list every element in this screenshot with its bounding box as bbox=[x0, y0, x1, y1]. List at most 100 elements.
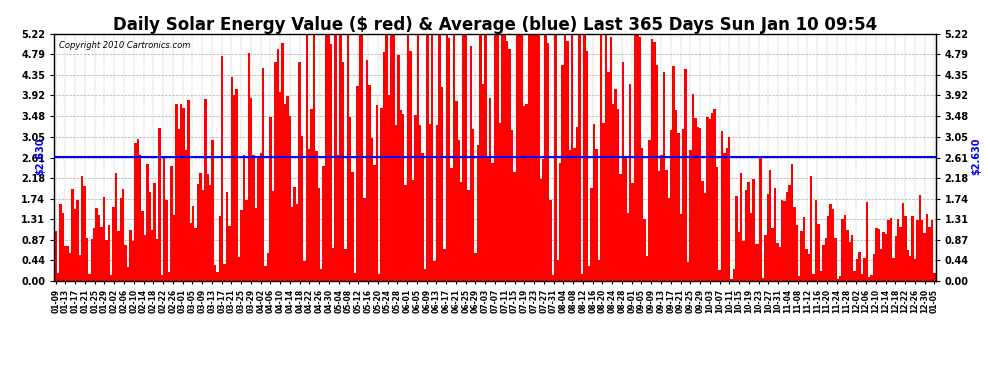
Bar bbox=[747, 182, 749, 281]
Bar bbox=[588, 266, 590, 281]
Bar bbox=[533, 34, 535, 281]
Bar bbox=[561, 65, 563, 281]
Bar bbox=[320, 269, 323, 281]
Bar bbox=[632, 183, 634, 281]
Bar bbox=[822, 245, 825, 281]
Bar bbox=[506, 41, 508, 281]
Bar bbox=[916, 220, 919, 281]
Bar bbox=[81, 176, 83, 281]
Bar bbox=[848, 242, 851, 281]
Bar bbox=[776, 243, 779, 281]
Bar bbox=[655, 65, 658, 281]
Bar bbox=[757, 244, 759, 281]
Bar bbox=[882, 232, 885, 281]
Bar bbox=[370, 138, 373, 281]
Bar bbox=[226, 192, 229, 281]
Bar bbox=[576, 127, 578, 281]
Bar bbox=[740, 173, 742, 281]
Bar bbox=[66, 246, 69, 281]
Bar bbox=[535, 34, 538, 281]
Bar bbox=[353, 273, 356, 281]
Bar bbox=[624, 158, 627, 281]
Bar bbox=[342, 62, 345, 281]
Bar bbox=[325, 34, 328, 281]
Bar bbox=[147, 164, 148, 281]
Bar bbox=[603, 123, 605, 281]
Bar bbox=[264, 266, 267, 281]
Bar bbox=[546, 43, 549, 281]
Bar bbox=[887, 220, 890, 281]
Bar bbox=[100, 227, 103, 281]
Bar bbox=[214, 266, 216, 281]
Bar bbox=[885, 234, 887, 281]
Bar bbox=[595, 149, 598, 281]
Bar bbox=[383, 53, 385, 281]
Bar bbox=[875, 228, 877, 281]
Bar bbox=[501, 34, 504, 281]
Bar bbox=[447, 38, 450, 281]
Bar bbox=[929, 227, 931, 281]
Bar bbox=[412, 180, 414, 281]
Bar bbox=[172, 214, 175, 281]
Bar bbox=[368, 85, 370, 281]
Bar bbox=[238, 256, 241, 281]
Bar bbox=[832, 209, 835, 281]
Bar bbox=[571, 34, 573, 281]
Bar bbox=[692, 94, 694, 281]
Bar bbox=[315, 152, 318, 281]
Bar bbox=[660, 155, 662, 281]
Bar bbox=[665, 170, 667, 281]
Bar bbox=[904, 216, 907, 281]
Bar bbox=[380, 108, 383, 281]
Bar bbox=[296, 204, 298, 281]
Bar bbox=[378, 274, 380, 281]
Bar bbox=[825, 238, 827, 281]
Bar bbox=[332, 248, 335, 281]
Bar bbox=[243, 154, 246, 281]
Bar bbox=[153, 183, 155, 281]
Text: $2.630: $2.630 bbox=[971, 138, 981, 175]
Bar bbox=[650, 39, 653, 281]
Bar bbox=[262, 68, 264, 281]
Bar bbox=[843, 215, 846, 281]
Bar bbox=[482, 84, 484, 281]
Bar bbox=[499, 123, 501, 281]
Bar bbox=[246, 201, 248, 281]
Bar bbox=[115, 173, 117, 281]
Bar bbox=[895, 236, 897, 281]
Bar bbox=[185, 150, 187, 281]
Bar bbox=[356, 86, 358, 281]
Bar bbox=[744, 190, 747, 281]
Bar bbox=[549, 200, 551, 281]
Bar bbox=[856, 259, 858, 281]
Bar bbox=[810, 176, 813, 281]
Bar bbox=[556, 260, 559, 281]
Bar bbox=[71, 189, 74, 281]
Bar bbox=[868, 277, 870, 281]
Bar bbox=[330, 44, 332, 281]
Bar bbox=[436, 125, 439, 281]
Bar bbox=[723, 153, 726, 281]
Bar bbox=[513, 172, 516, 281]
Bar bbox=[86, 238, 88, 281]
Bar bbox=[402, 114, 405, 281]
Bar bbox=[271, 191, 274, 281]
Bar bbox=[74, 209, 76, 281]
Bar bbox=[658, 171, 660, 281]
Bar bbox=[504, 34, 506, 281]
Bar bbox=[786, 192, 788, 281]
Bar bbox=[583, 34, 585, 281]
Bar bbox=[192, 206, 194, 281]
Bar bbox=[132, 242, 134, 281]
Bar bbox=[61, 213, 64, 281]
Bar bbox=[543, 159, 545, 281]
Bar bbox=[346, 34, 348, 281]
Bar bbox=[64, 246, 66, 281]
Bar bbox=[511, 130, 513, 281]
Bar bbox=[764, 236, 766, 281]
Bar bbox=[818, 224, 820, 281]
Bar bbox=[472, 129, 474, 281]
Bar bbox=[417, 34, 419, 281]
Bar bbox=[224, 264, 226, 281]
Bar bbox=[771, 228, 774, 281]
